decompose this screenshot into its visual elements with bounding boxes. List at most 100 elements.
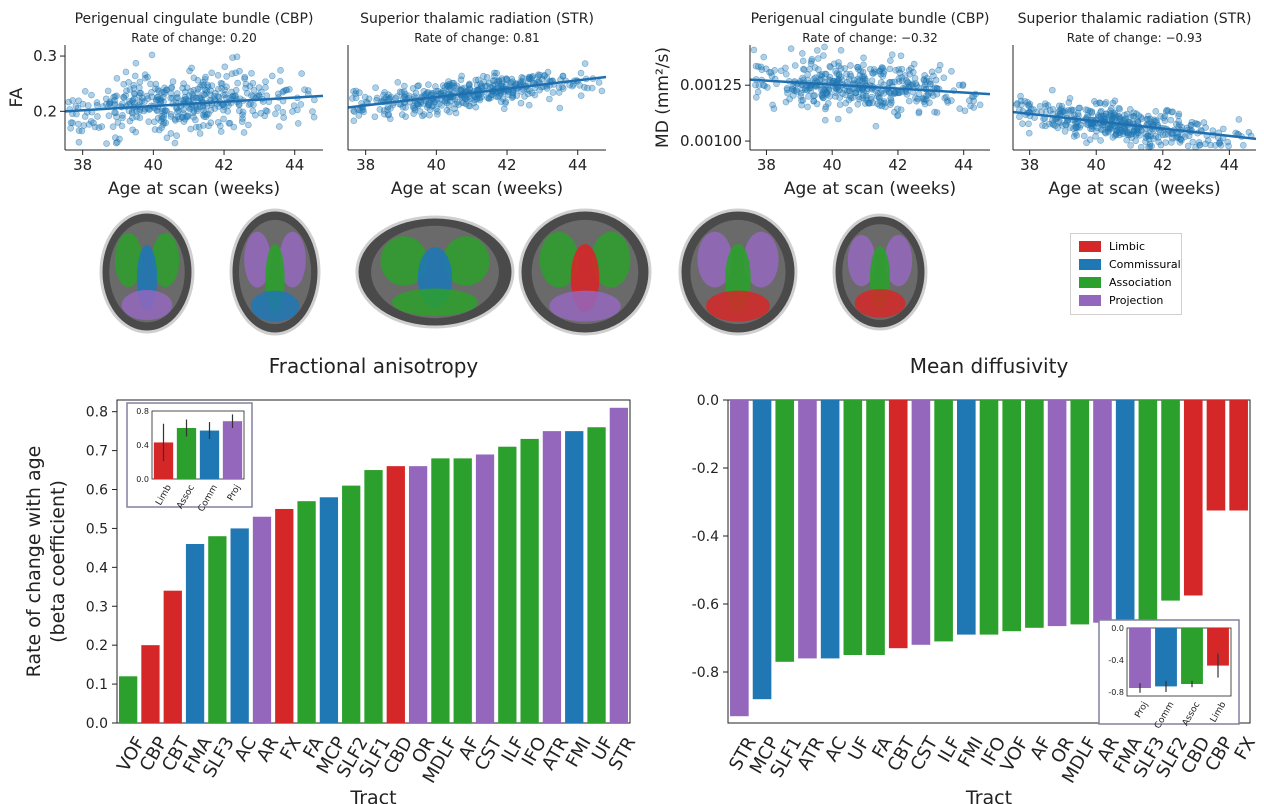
scatter-point	[1152, 108, 1160, 115]
scatter-point	[141, 71, 149, 78]
scatter-point	[75, 127, 83, 134]
scatter-point	[921, 100, 929, 108]
x-axis-label: Age at scan (weeks)	[784, 179, 956, 199]
scatter-point	[84, 102, 92, 109]
bar-slf3	[208, 536, 227, 723]
scatter-point	[355, 112, 363, 119]
y-axis-label: (beta coefficient)	[47, 480, 69, 643]
scatter-point	[1111, 111, 1119, 119]
scatter-point	[207, 87, 214, 94]
chart-title: Mean diffusivity	[910, 354, 1069, 378]
scatter-point	[120, 80, 128, 88]
scatter-point	[1088, 108, 1096, 116]
scatter-point	[248, 69, 255, 77]
bar-ifo	[520, 438, 539, 723]
scatter-point	[161, 88, 168, 96]
scatter-point	[474, 76, 482, 84]
scatter-point	[876, 67, 884, 75]
scatter-point	[415, 102, 422, 109]
y-tick-label: -0.6	[692, 597, 719, 613]
scatter-point	[1083, 139, 1090, 147]
scatter-point	[869, 69, 876, 77]
scatter-point	[911, 75, 919, 82]
scatter-point	[836, 94, 844, 101]
x-tick-label: 44	[568, 156, 587, 174]
scatter-point	[245, 101, 253, 109]
scatter-point	[860, 61, 867, 69]
scatter-point	[480, 72, 487, 80]
scatter-point	[393, 93, 401, 100]
scatter-point	[147, 80, 154, 88]
bar-atr	[542, 431, 562, 723]
scatter-md-str: Superior thalamic radiation (STR) Rate of…	[1012, 11, 1257, 199]
tract-region	[549, 290, 621, 322]
bar-mdlf	[1070, 400, 1090, 625]
scatter-point	[1073, 132, 1080, 139]
scatter-point	[239, 108, 247, 116]
scatter-point	[225, 120, 233, 127]
scatter-point	[352, 87, 360, 95]
scatter-point	[112, 109, 119, 117]
bar-fmi	[565, 431, 584, 723]
scatter-point	[277, 66, 284, 74]
y-tick-label: 0.5	[86, 521, 108, 537]
scatter-point	[869, 99, 877, 106]
scatter-point	[1175, 110, 1183, 118]
chart-subtitle: Rate of change: −0.32	[802, 31, 938, 45]
scatter-point	[762, 65, 770, 73]
scatter-point	[1115, 104, 1123, 112]
scatter-point	[1024, 99, 1031, 106]
scatter-point	[847, 62, 854, 69]
tract-region	[250, 290, 300, 322]
scatter-point	[274, 90, 282, 98]
scatter-point	[136, 114, 144, 122]
bar-slf1	[775, 400, 795, 662]
scatter-point	[268, 72, 276, 80]
scatter-point	[190, 86, 198, 94]
inset-plot-frame	[1126, 627, 1232, 697]
scatter-point	[414, 82, 421, 90]
chart-subtitle: Rate of change: 0.81	[414, 31, 539, 45]
scatter-point	[898, 65, 906, 73]
scatter-point	[236, 67, 243, 75]
scatter-point	[88, 91, 95, 99]
scatter-point	[262, 107, 270, 114]
scatter-point	[899, 77, 906, 85]
scatter-point	[181, 93, 189, 101]
scatter-point	[310, 113, 318, 121]
scatter-point	[845, 96, 853, 104]
scatter-point	[1080, 132, 1088, 140]
scatter-point	[416, 108, 424, 115]
scatter-point	[929, 92, 937, 99]
tract-region	[380, 236, 428, 286]
scatter-point	[248, 92, 255, 99]
bar-af	[1025, 400, 1044, 628]
scatter-point	[1212, 142, 1219, 149]
scatter-point	[577, 69, 585, 77]
scatter-point	[173, 132, 180, 139]
tract-region	[244, 231, 271, 288]
scatter-point	[402, 104, 409, 111]
scatter-point	[258, 88, 265, 96]
scatter-point	[75, 120, 82, 128]
scatter-point	[113, 113, 120, 121]
scatter-point	[289, 108, 296, 115]
scatter-point	[1176, 139, 1184, 146]
bar-str	[730, 400, 749, 717]
inset-bar-proj	[1129, 628, 1151, 688]
scatter-point	[1196, 142, 1203, 149]
scatter-point	[1130, 112, 1138, 120]
scatter-point	[940, 74, 948, 82]
scatter-point	[169, 78, 177, 85]
scatter-point	[1017, 97, 1025, 105]
brain-view-axial-superior	[229, 208, 321, 336]
scatter-point	[262, 78, 269, 85]
scatter-point	[348, 95, 356, 102]
scatter-point	[190, 93, 197, 101]
scatter-point	[175, 107, 182, 114]
inset-y-tick-label: 0.0	[136, 475, 149, 484]
tract-legend: Limbic Commissural Association Projection	[1070, 233, 1182, 315]
scatter-point	[167, 94, 175, 102]
bar-fx	[1229, 400, 1248, 511]
legend-item: Limbic	[1079, 239, 1145, 253]
